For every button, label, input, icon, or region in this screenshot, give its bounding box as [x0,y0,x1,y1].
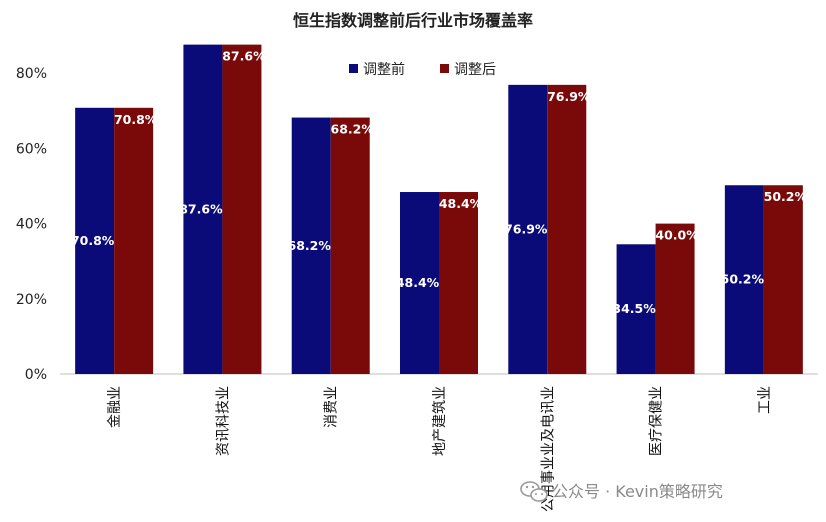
data-label: 50.2% [764,189,808,204]
legend-label: 调整后 [454,62,496,78]
bar-after [114,107,154,375]
bar-after [439,192,478,374]
data-label: 87.6% [179,201,223,216]
watermark-text: 公众号 · Kevin策略研究 [552,482,723,501]
x-tick-label: 金融业 [107,386,123,428]
x-tick-label: 医疗保健业 [649,386,665,456]
y-tick-label: 20% [16,292,47,308]
data-label: 50.2% [721,272,765,287]
x-tick-label: 工业 [757,386,773,414]
bars [75,44,803,375]
bar-before [616,244,656,374]
bar-after [222,44,262,375]
y-tick-label: 60% [16,141,47,157]
legend-swatch [349,64,358,73]
data-label: 48.4% [396,275,440,290]
data-label: 76.9% [504,221,548,236]
bar-after [547,84,587,374]
wechat-icon [520,481,548,502]
bar-after [763,185,803,374]
bar-before [183,44,223,375]
data-label: 48.4% [439,196,483,211]
bar-before [724,185,764,374]
watermark: 公众号 · Kevin策略研究 [520,481,723,502]
legend-swatch [440,64,449,73]
x-tick-label: 消费业 [324,386,340,428]
x-tick-label: 资讯科技业 [215,386,231,456]
data-label: 34.5% [612,301,656,316]
data-label: 87.6% [222,49,266,64]
legend-label: 调整前 [363,61,405,78]
x-axis: 金融业 资讯科技业 消费业 地产建筑业 公用事业业及电讯业 医疗保健业 工业 [107,386,773,512]
x-tick-label: 公用事业业及电讯业 [540,386,556,512]
bar-before [508,84,548,374]
data-labels: 70.8% 70.8% 87.6% 87.6% 68.2% 68.2% 48.4% 48.4%… [71,49,808,317]
legend: 调整前 调整后 [349,61,496,78]
bar-before [291,117,331,375]
data-label: 68.2% [288,238,332,253]
data-label: 76.9% [547,89,591,104]
data-label: 68.2% [331,122,375,137]
y-tick-label: 80% [16,66,47,82]
chart-title: 恒生指数调整前后行业市场覆盖率 [293,11,533,30]
data-label: 70.8% [71,233,115,248]
data-label: 70.8% [114,112,158,127]
data-label: 40.0% [655,228,699,243]
bar-before [400,192,439,374]
bar-before [75,107,115,375]
y-tick-label: 40% [16,217,47,233]
bar-after [330,117,370,375]
x-tick-label: 地产建筑业 [432,386,448,456]
bar-after [655,223,695,374]
y-tick-label: 0% [25,367,47,383]
